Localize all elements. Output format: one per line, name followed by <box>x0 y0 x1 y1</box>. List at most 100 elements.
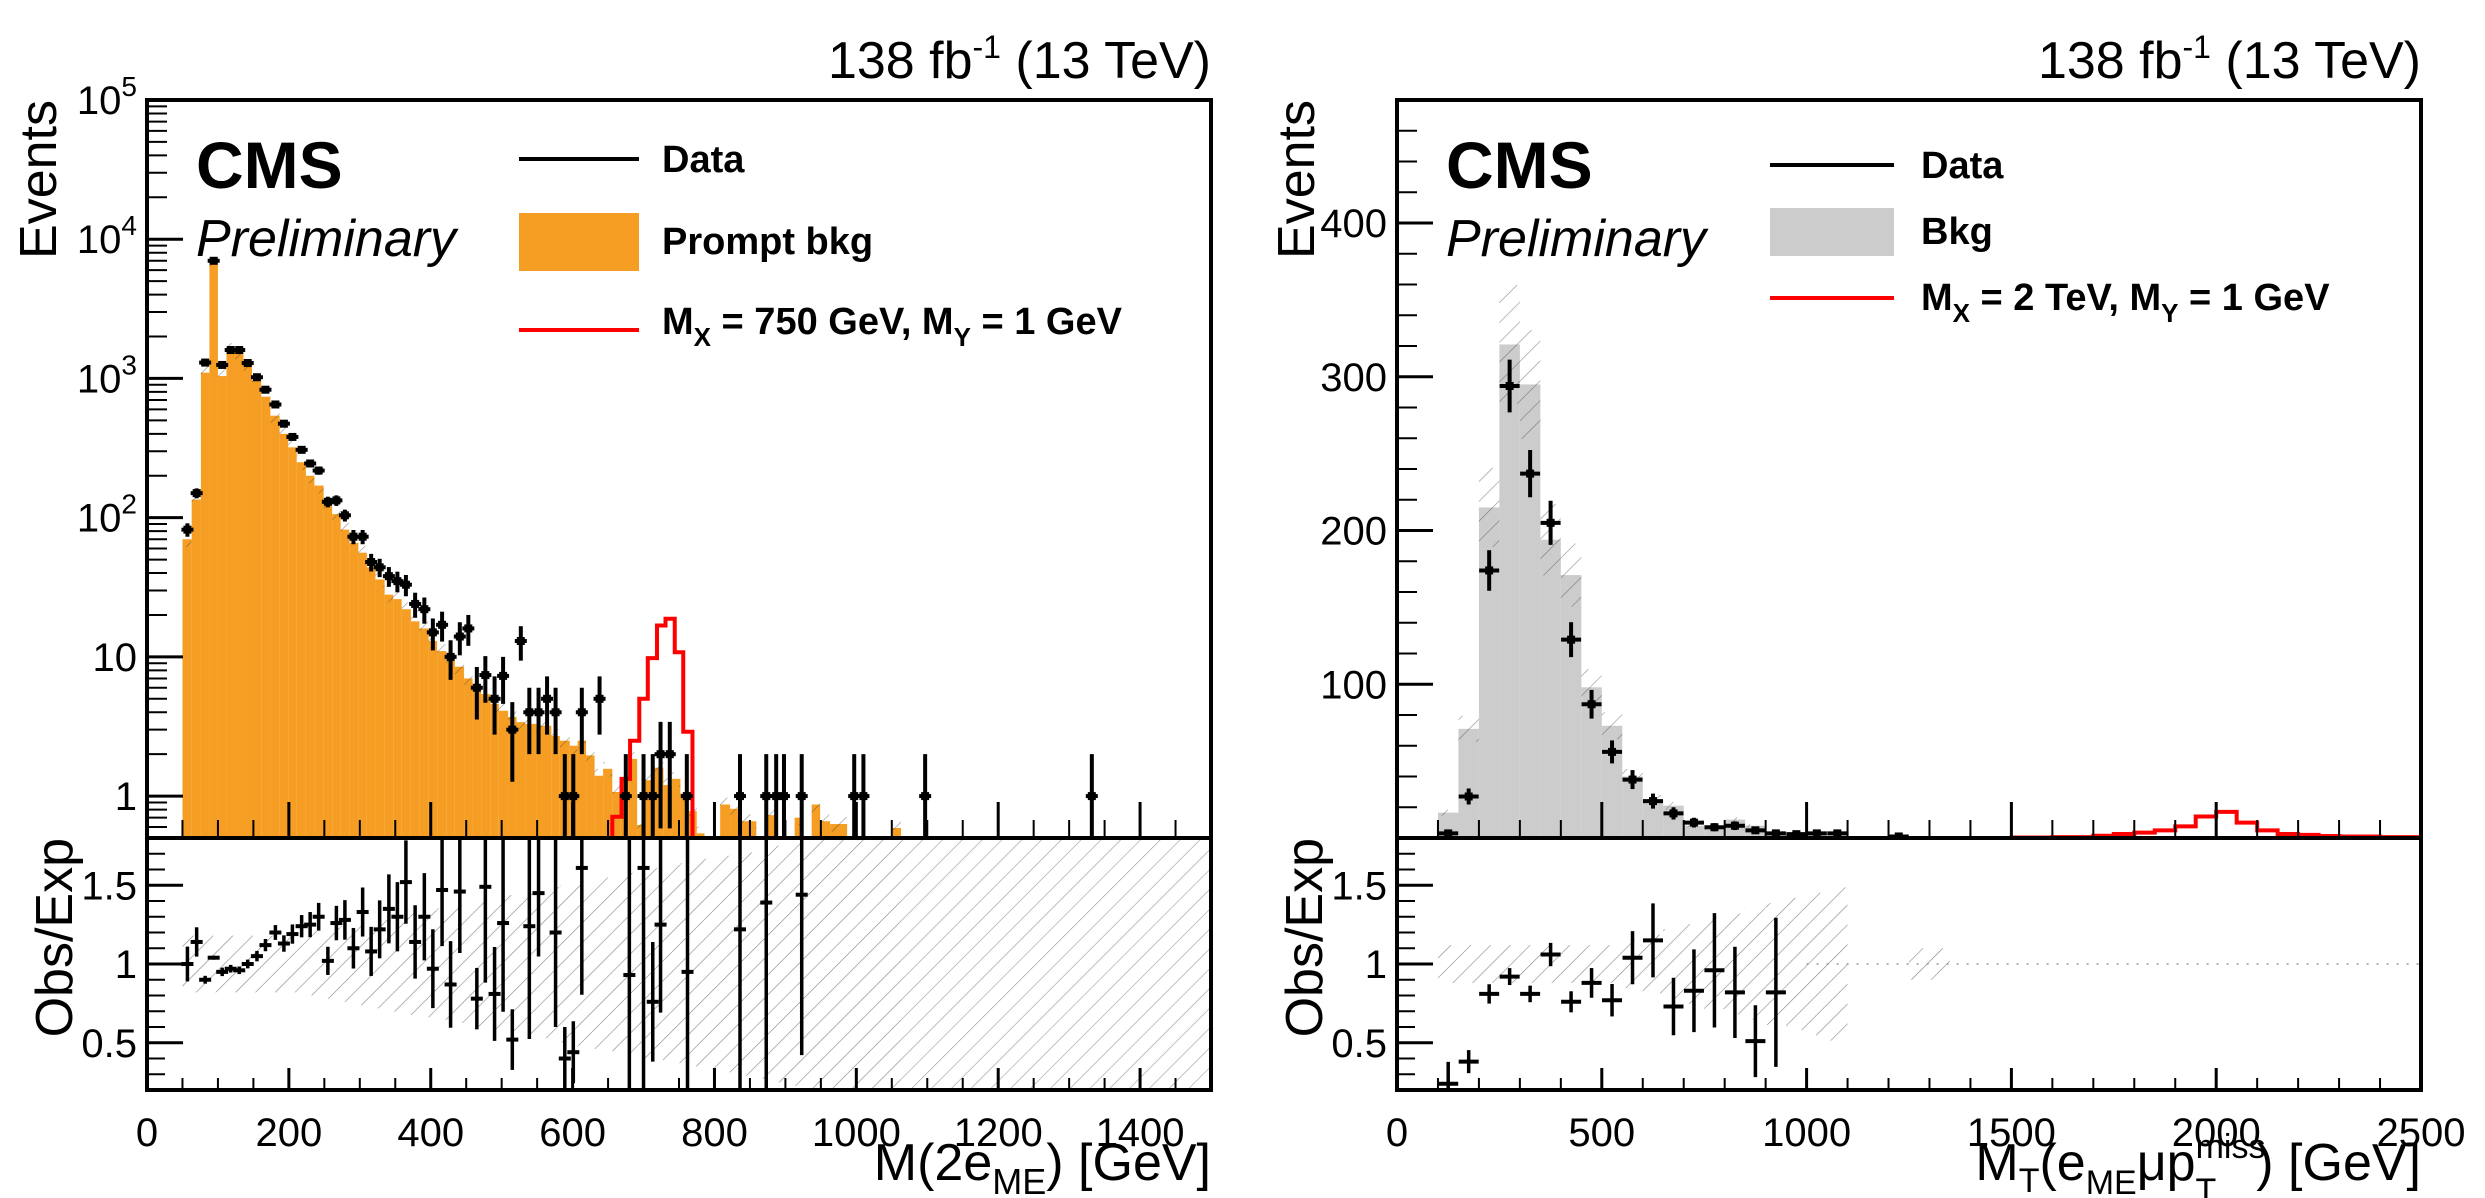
ratio-point <box>409 905 422 979</box>
background-bar <box>410 621 420 838</box>
uncertainty-band <box>820 814 831 829</box>
uncertainty-band <box>1560 543 1582 607</box>
ratio-point <box>1765 917 1786 1067</box>
background-bar <box>586 755 595 838</box>
ratio-point <box>734 838 747 1090</box>
background-bar <box>234 351 244 838</box>
ratio-uncertainty-band <box>637 871 645 1057</box>
data-point <box>391 571 404 593</box>
ratio-point <box>1622 931 1643 985</box>
uncertainty-band <box>1499 285 1520 404</box>
background-bar <box>305 475 315 838</box>
ratio-uncertainty-band <box>270 935 280 993</box>
right-y-axis-title: Events <box>1268 100 1326 259</box>
background-bar <box>1642 799 1664 838</box>
ratio-uncertainty-band <box>857 838 893 1090</box>
uncertainty-band <box>401 602 411 617</box>
right-ratio-uncertainty <box>1437 887 2421 1041</box>
ratio-point <box>1602 984 1623 1017</box>
data-point <box>857 754 870 838</box>
data-point <box>1085 754 1098 838</box>
ratio-point <box>190 927 203 957</box>
ratio-point <box>523 838 536 1039</box>
ratio-point <box>250 950 263 962</box>
ratio-point <box>470 967 483 1030</box>
uncertainty-band <box>454 659 465 675</box>
background-bar <box>323 502 333 838</box>
data-point <box>549 687 562 755</box>
data-point <box>1479 550 1500 591</box>
ratio-point <box>330 905 343 941</box>
right-lumi-label: 138 fb-1 (13 TeV) <box>2038 29 2421 90</box>
left-plot: 138 fb-1 (13 TeV) 0 200 400 600 800 1000 1200 1… <box>10 29 1213 1198</box>
ratio-point <box>1745 1005 1766 1078</box>
ratio-uncertainty-band <box>340 926 350 1002</box>
ratio-uncertainty-band <box>1601 945 1623 983</box>
left-ratio-frame <box>145 836 1213 1092</box>
data-point <box>777 754 790 838</box>
data-point <box>795 754 808 838</box>
ratio-point <box>549 838 562 1027</box>
y-tick-label: 300 <box>1320 356 1387 400</box>
ratio-uncertainty-band <box>603 877 613 1051</box>
ratio-point <box>558 1027 571 1090</box>
uncertainty-band <box>603 761 613 777</box>
left-y-axis-title: Events <box>10 100 68 259</box>
uncertainty-band <box>830 817 848 832</box>
ratio-point <box>233 966 246 975</box>
ratio-y-tick-label: 0.5 <box>81 1022 137 1066</box>
uncertainty-band <box>270 408 280 424</box>
data-point <box>1765 829 1786 838</box>
ratio-uncertainty-band <box>847 838 858 1090</box>
ratio-uncertainty-band <box>820 838 831 1090</box>
data-point <box>399 574 412 597</box>
ratio-point <box>646 941 659 1062</box>
ratio-point <box>623 838 636 1090</box>
ratio-uncertainty-band <box>234 935 244 993</box>
uncertainty-band <box>1724 817 1746 822</box>
uncertainty-band <box>671 771 681 787</box>
legend-signal-label: MX = 750 GeV, MY = 1 GeV <box>662 301 1123 352</box>
background-bar <box>419 628 429 838</box>
data-point <box>356 529 369 545</box>
background-bar <box>663 785 672 838</box>
uncertainty-band <box>437 644 447 659</box>
data-point <box>181 523 194 537</box>
ratio-uncertainty-band <box>393 916 402 1012</box>
ratio-uncertainty-band <box>251 935 262 993</box>
y-tick-label: 400 <box>1320 202 1387 246</box>
ratio-uncertainty-band <box>384 917 394 1011</box>
ratio-uncertainty-band <box>375 919 385 1009</box>
ratio-point <box>373 900 386 959</box>
background-bar <box>644 780 655 838</box>
ratio-point <box>312 902 325 931</box>
uncertainty-band <box>663 778 672 793</box>
ratio-point <box>304 912 317 938</box>
ratio-y-tick-label: 1 <box>1365 943 1387 987</box>
uncertainty-band <box>358 545 367 561</box>
ratio-uncertainty-band <box>730 854 740 1074</box>
data-point <box>373 558 386 578</box>
legend-data-label: Data <box>1921 145 2004 187</box>
ratio-uncertainty-band <box>775 845 786 1083</box>
background-bar <box>811 804 821 838</box>
ratio-uncertainty-band <box>720 855 731 1073</box>
data-point <box>1745 826 1766 835</box>
data-point <box>541 676 554 735</box>
ratio-point <box>338 900 351 940</box>
x-tick-label: 800 <box>681 1111 748 1155</box>
uncertainty-band <box>696 826 705 838</box>
uncertainty-band <box>559 733 570 749</box>
x-tick-label: 1400 <box>1096 1111 1185 1155</box>
data-point <box>365 553 378 572</box>
ratio-uncertainty-band <box>1499 945 1520 983</box>
ratio-y-tick-label: 1 <box>115 943 137 987</box>
ratio-uncertainty-band <box>209 935 218 993</box>
ratio-uncertainty-band <box>332 927 341 1001</box>
uncertainty-band <box>1458 715 1479 742</box>
ratio-uncertainty-band <box>739 852 757 1076</box>
ratio-uncertainty-band <box>830 838 848 1090</box>
ratio-point <box>1643 903 1663 978</box>
uncertainty-band <box>644 773 655 788</box>
